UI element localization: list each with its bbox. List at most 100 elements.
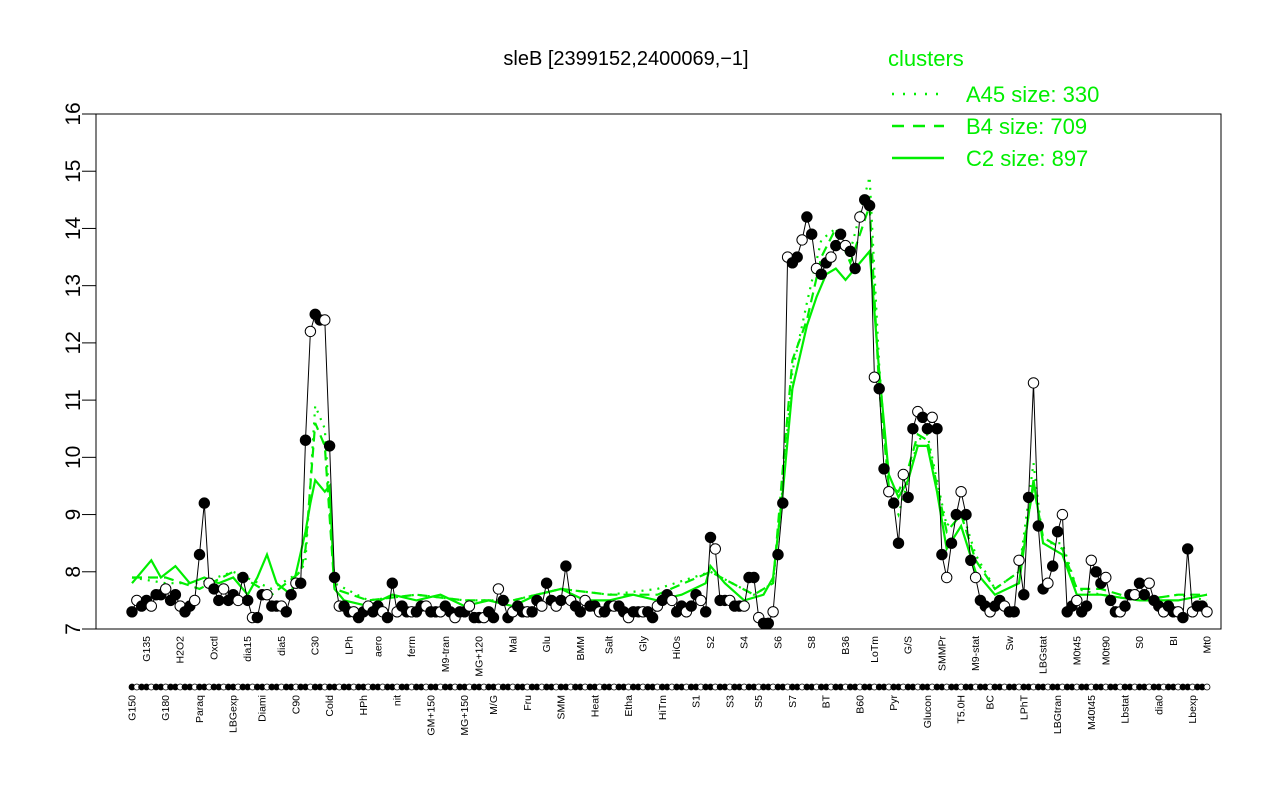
data-point (232, 594, 244, 607)
data-point (237, 571, 249, 584)
x-tick-label: SMM (556, 695, 568, 720)
legend-title: clusters (888, 46, 964, 71)
data-point (251, 611, 263, 624)
data-point (849, 262, 861, 275)
data-point (1018, 589, 1030, 601)
data-point (815, 268, 827, 280)
data-point (863, 199, 876, 212)
data-point (1080, 600, 1093, 612)
x-tick-label: HiOs (671, 636, 683, 659)
x-tick-label: dia0 (1153, 695, 1165, 715)
data-point (825, 251, 837, 263)
x-tick-label: LBGtran (1052, 695, 1064, 734)
legend-label: A45 size: 330 (966, 82, 1099, 107)
x-tick-label: M9-stat (970, 636, 982, 671)
x-tick-label: G180 (160, 695, 172, 721)
data-point (902, 491, 914, 504)
x-tick-label: C90 (290, 695, 302, 714)
x-tick-label: S1 (691, 695, 703, 708)
y-tick-label: 15 (62, 160, 85, 183)
data-point (1119, 600, 1131, 612)
x-tick-label: Etha (623, 695, 635, 717)
data-point (1201, 606, 1213, 618)
x-tick-label: BI (1168, 636, 1180, 646)
y-tick-label: 16 (62, 102, 85, 125)
x-tick-labels: G150 G135 G180 H2O2 Paraq Oxctl LBGexp dia15 Dia… (127, 635, 1214, 735)
x-tick-label: Pyr (888, 694, 900, 710)
x-tick-label: MG+150 (459, 695, 471, 736)
data-point (969, 571, 982, 584)
data-point (328, 571, 341, 584)
data-point (897, 468, 909, 481)
data-point (497, 594, 509, 607)
data-point (931, 423, 943, 435)
x-tick-label: B36 (840, 636, 852, 655)
data-point (767, 606, 779, 618)
x-tick-label: Salt (604, 636, 616, 654)
data-point (261, 589, 273, 601)
data-point (285, 589, 297, 601)
x-tick-label: G150 (127, 695, 139, 721)
y-tick-label: 9 (62, 509, 85, 521)
data-point (695, 594, 707, 607)
data-point (709, 543, 721, 555)
x-tick-label: S6 (773, 636, 785, 649)
data-point (463, 600, 476, 612)
data-point (1071, 594, 1083, 607)
data-point (926, 411, 938, 423)
data-point (844, 245, 856, 258)
cluster-line-c2 (131, 248, 1208, 608)
sample-line (131, 198, 1208, 624)
data-point (685, 600, 697, 612)
x-tick-label: H2O2 (175, 636, 187, 664)
x-tick-label: Paraq (194, 695, 206, 723)
x-tick-label: HiTm (657, 695, 669, 720)
x-tick-label: BT (821, 694, 833, 708)
x-tick-label: C30 (310, 636, 322, 655)
data-point (299, 434, 312, 446)
data-point (208, 583, 220, 595)
data-point (950, 508, 962, 521)
data-point (777, 497, 789, 509)
data-point (1056, 508, 1069, 521)
cluster-line-b4 (132, 205, 1207, 602)
data-point (1042, 577, 1054, 589)
sample-series (126, 194, 1213, 629)
x-tick-label: Heat (589, 695, 601, 717)
x-tick-label: M0t45 (1071, 636, 1083, 665)
data-point (888, 497, 900, 509)
data-point (145, 600, 158, 612)
x-tick-label: GM+150 (425, 695, 437, 736)
x-tick-label: ferm (406, 636, 418, 657)
cluster-line-a45 (131, 176, 1208, 602)
data-point (492, 583, 505, 595)
x-tick-label: M9-tran (440, 636, 452, 672)
x-tick-label: S0 (1134, 636, 1146, 649)
data-point (936, 548, 948, 561)
data-point (555, 594, 567, 607)
data-point (646, 611, 659, 624)
data-point (1182, 543, 1194, 555)
data-point (526, 606, 538, 618)
x-tick-label: Glu (541, 636, 553, 653)
data-point (772, 548, 784, 561)
y-tick-label: 10 (62, 446, 85, 469)
x-tick-label: S2 (705, 636, 717, 649)
y-tick-label: 11 (62, 389, 85, 411)
x-tick-label: aero (372, 636, 384, 657)
x-tick-label: Diami (257, 695, 269, 722)
data-point (868, 371, 881, 383)
legend-label: B4 size: 709 (966, 114, 1087, 139)
data-point (536, 600, 548, 612)
data-point (666, 594, 678, 607)
x-tick-label: S8 (806, 636, 818, 649)
data-point (1100, 571, 1112, 584)
y-axis: 7 8 9 10 11 12 13 14 15 16 (62, 102, 97, 635)
data-point (1085, 554, 1098, 566)
data-point (748, 571, 760, 584)
data-point (873, 383, 885, 395)
x-tick-label: S7 (787, 695, 799, 708)
data-point (704, 531, 717, 544)
plot-frame (95, 113, 1222, 630)
x-tick-label: G135 (141, 636, 153, 662)
